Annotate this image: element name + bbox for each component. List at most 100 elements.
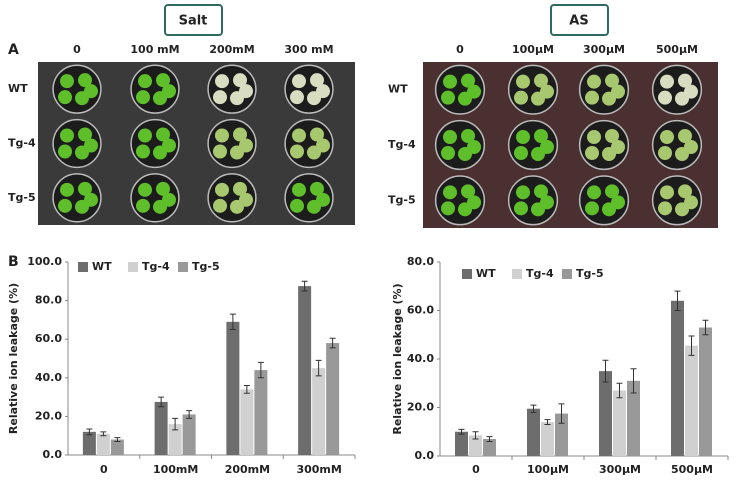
error-bar [544, 419, 551, 425]
as-title: AS [569, 14, 588, 29]
leaf-disc [467, 195, 481, 210]
leaf-disc [678, 129, 692, 143]
leaf-disc [660, 185, 674, 200]
leaf-disc [138, 182, 152, 197]
leaf-disc [534, 73, 548, 88]
row-label: Tg-5 [8, 191, 36, 204]
leaf-disc [534, 184, 548, 199]
y-tick-label: 40.0 [35, 371, 62, 384]
leaf-disc [78, 73, 92, 88]
bar [312, 368, 326, 455]
leaf-disc [316, 138, 330, 153]
y-tick-label: 0.0 [43, 448, 63, 461]
error-bar [602, 359, 609, 383]
bar [699, 327, 712, 456]
leaf-disc [156, 127, 170, 142]
leaf-disc [136, 90, 150, 105]
bar [254, 370, 268, 455]
leaf-disc [58, 90, 72, 105]
column-label: 0 [73, 43, 81, 56]
bar [483, 439, 496, 456]
leaf-disc [239, 84, 253, 99]
legend-label: Tg-4 [526, 267, 554, 280]
leaf-disc [215, 128, 229, 143]
leaf-disc [587, 74, 601, 89]
row-label: Tg-4 [388, 138, 416, 151]
column-label: 200mM [209, 43, 254, 56]
error-bar [229, 313, 236, 331]
leaf-disc [658, 90, 672, 105]
leaf-disc [78, 127, 92, 142]
y-tick-label: 20.0 [407, 401, 434, 414]
bar [469, 435, 482, 456]
leaf-disc [514, 90, 528, 105]
leaf-disc [585, 201, 599, 216]
leaf-disc [233, 181, 247, 196]
error-bar [172, 417, 179, 431]
leaf-disc [60, 182, 74, 197]
error-bar [674, 290, 681, 311]
panel-label: B [8, 254, 19, 270]
leaf-disc [290, 198, 304, 213]
leaf-disc [611, 195, 625, 210]
leaf-disc [660, 130, 674, 144]
y-tick-label: 100.0 [27, 255, 62, 268]
leaf-disc [162, 84, 176, 99]
legend-label: WT [92, 260, 112, 273]
leaf-disc [310, 181, 324, 196]
leaf-disc [233, 73, 247, 88]
leaf-disc [292, 74, 306, 89]
leaf-disc [684, 195, 698, 210]
column-label: 100µM [512, 43, 554, 56]
leaf-disc [461, 184, 475, 199]
leaf-disc [215, 182, 229, 197]
leaf-disc [58, 144, 72, 159]
y-tick-label: 60.0 [407, 304, 434, 317]
bar [182, 414, 196, 455]
column-label: 300µM [583, 43, 625, 56]
leaf-disc [213, 198, 227, 213]
legend-swatch [178, 262, 188, 272]
error-bar [486, 436, 493, 442]
leaf-disc [684, 84, 698, 99]
leaf-disc [678, 184, 692, 199]
leaf-disc [239, 138, 253, 153]
bar [82, 431, 96, 455]
leaf-disc [658, 201, 672, 216]
leaf-disc [443, 185, 457, 200]
bar [527, 408, 540, 456]
y-axis-label: Relative ion leakage (%) [391, 283, 404, 434]
legend-swatch [78, 262, 88, 272]
y-tick-label: 0.0 [415, 449, 435, 462]
error-bar [472, 431, 479, 440]
leaf-disc [585, 90, 599, 105]
leaf-disc [461, 73, 475, 88]
leaf-disc [441, 201, 455, 216]
leaf-disc [516, 130, 530, 144]
panel-label: A [8, 42, 19, 58]
row-label: Tg-4 [8, 137, 36, 150]
y-tick-label: 40.0 [407, 352, 434, 365]
column-label: 100 mM [130, 43, 179, 56]
leaf-disc [316, 192, 330, 207]
leaf-disc [292, 182, 306, 197]
legend-swatch [462, 269, 472, 279]
leaf-disc [516, 74, 530, 89]
y-tick-label: 80.0 [407, 255, 434, 268]
leaf-disc [310, 127, 324, 142]
bar [226, 321, 240, 455]
leaf-disc [58, 198, 72, 213]
error-bar [186, 410, 193, 419]
bar [541, 422, 554, 456]
bar [613, 390, 626, 456]
y-tick-label: 60.0 [35, 332, 62, 345]
leaf-disc [138, 128, 152, 143]
bar [599, 371, 612, 456]
leaf-disc [84, 84, 98, 99]
y-tick-label: 20.0 [35, 409, 62, 422]
leaf-disc [162, 192, 176, 207]
leaf-disc [660, 74, 674, 89]
leaf-disc [441, 146, 455, 160]
error-bar [100, 431, 107, 437]
leaf-disc [540, 84, 554, 99]
